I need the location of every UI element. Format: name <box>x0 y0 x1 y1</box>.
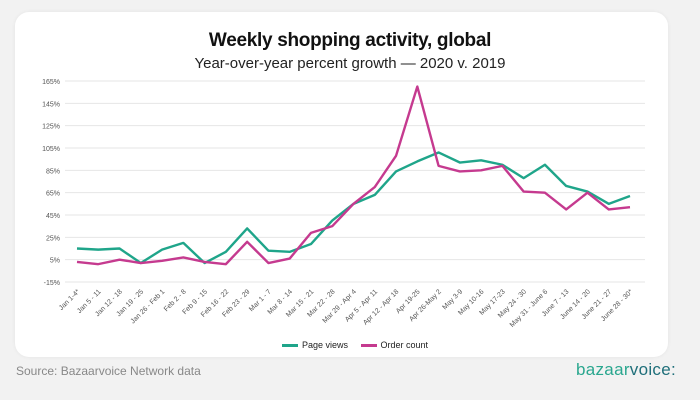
source-note: Source: Bazaarvoice Network data <box>16 364 201 378</box>
y-tick-label: 165% <box>42 79 60 86</box>
y-tick-label: 85% <box>46 168 60 175</box>
y-tick-label: 65% <box>46 191 60 198</box>
chart-subtitle: Year-over-year percent growth — 2020 v. … <box>194 55 506 72</box>
series-line-page-views <box>76 151 631 265</box>
bazaarvoice-logo: bazaarvoice: <box>576 360 676 379</box>
y-tick-label: 145% <box>42 101 60 108</box>
legend-swatch-order-count <box>360 344 377 348</box>
legend: Page views Order count <box>0 340 700 350</box>
y-tick-label: 45% <box>46 213 60 220</box>
chart-title: Weekly shopping activity, global <box>208 30 492 51</box>
legend-swatch-page-views <box>281 344 298 348</box>
y-tick-label: -15% <box>44 280 60 287</box>
x-tick-label: May 31 - June 6 <box>509 288 550 329</box>
legend-label-order-count: Order count <box>380 340 429 350</box>
chart-card <box>15 12 668 357</box>
y-tick-label: 105% <box>42 146 60 153</box>
y-tick-label: 25% <box>46 235 60 242</box>
legend-label-page-views: Page views <box>301 340 348 350</box>
y-tick-label: 125% <box>42 124 60 131</box>
y-tick-label: 5% <box>50 258 60 265</box>
